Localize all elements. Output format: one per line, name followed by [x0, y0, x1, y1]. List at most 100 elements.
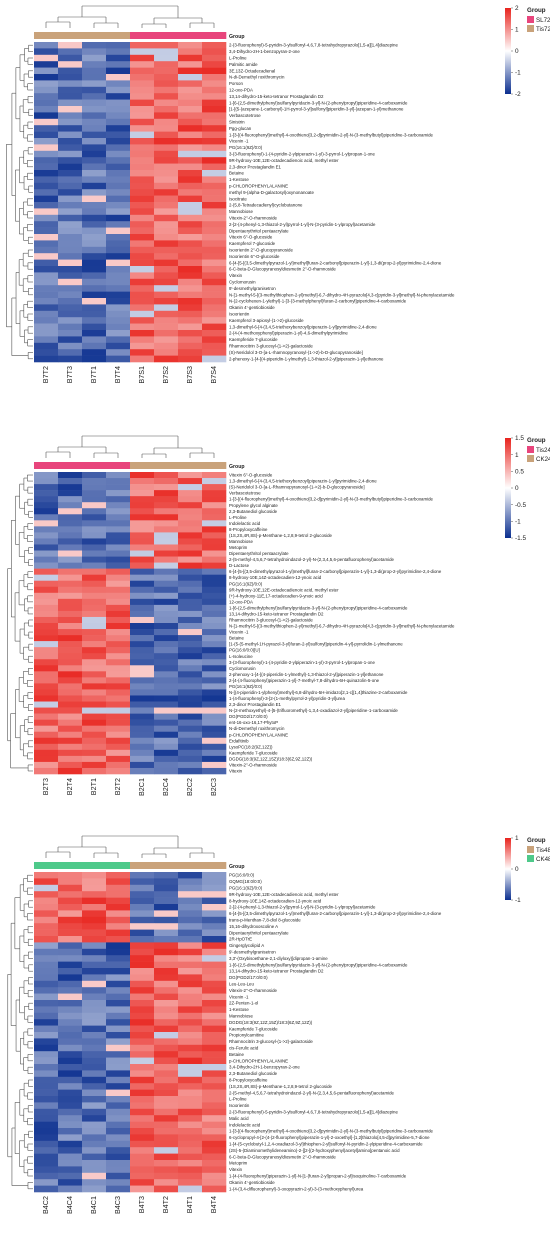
heatmap-cell — [130, 755, 155, 763]
heatmap-cell — [154, 1134, 179, 1142]
heatmap-cell — [82, 118, 107, 126]
heatmap-cell — [154, 106, 179, 113]
heatmap-cell — [130, 508, 155, 515]
heatmap-cell — [82, 144, 107, 152]
heatmap-cell — [202, 1025, 227, 1033]
heatmap-cell — [58, 278, 83, 286]
heatmap-cell — [178, 1070, 203, 1078]
heatmap-cell — [154, 42, 179, 49]
heatmap-cell — [34, 1006, 59, 1014]
heatmap-cell — [154, 520, 179, 527]
heatmap-cell — [202, 61, 227, 68]
heatmap-cell — [106, 538, 131, 545]
heatmap-cell — [106, 182, 131, 190]
row-label: N-[1-methyl-5-[(3-methylthiophen-2-yl)me… — [229, 624, 455, 629]
heatmap-cell — [82, 604, 107, 612]
heatmap-cell — [130, 616, 155, 624]
heatmap-cell — [130, 227, 155, 235]
heatmap-cell — [154, 336, 179, 344]
heatmap-cell — [154, 713, 179, 720]
heatmap-cell — [178, 755, 203, 763]
heatmap-cell — [34, 1108, 59, 1116]
heatmap-cell — [178, 285, 203, 292]
row-label: Okanin 4'-gentiobioside — [229, 1180, 275, 1185]
heatmap-cell — [82, 478, 107, 485]
heatmap-cell — [130, 629, 155, 636]
heatmap-cell — [106, 1185, 131, 1193]
heatmap-cell — [34, 336, 59, 344]
heatmap-cell — [34, 695, 59, 702]
heatmap-cell — [154, 176, 179, 184]
heatmap-cell — [202, 592, 227, 600]
heatmap-cell — [106, 234, 131, 241]
heatmap-cell — [154, 884, 179, 892]
heatmap-cell — [154, 616, 179, 624]
heatmap-cell — [82, 955, 107, 962]
heatmap-cell — [130, 929, 155, 937]
heatmap-cell — [106, 610, 131, 618]
heatmap-cell — [178, 1076, 203, 1084]
heatmap-cell — [34, 683, 59, 690]
heatmap-cell — [178, 761, 203, 769]
row-label: 6-[4-[5-[(3,5-dimethylpyrazol-1-yl)methy… — [229, 260, 442, 265]
heatmap-cell — [178, 616, 203, 624]
heatmap-cell — [58, 1179, 83, 1186]
heatmap-cell — [82, 647, 107, 654]
heatmap-cell — [130, 731, 155, 739]
heatmap-cell — [82, 987, 107, 994]
heatmap-cell — [130, 872, 155, 879]
row-label: Malic acid — [229, 1116, 249, 1121]
heatmap-cell — [106, 170, 131, 177]
heatmap-cell — [130, 761, 155, 769]
row-label: Dipentaerythritol pentaacrylate — [229, 551, 289, 556]
row-label: 8-hydroxy-10E,14Z-octadecadien-12-ynoic … — [229, 898, 322, 903]
heatmap-cell — [106, 1044, 131, 1052]
heatmap-cell — [82, 1185, 107, 1193]
heatmap-cell — [130, 317, 155, 324]
heatmap-cell — [130, 987, 155, 994]
heatmap-cell — [106, 246, 131, 254]
heatmap-cell — [34, 629, 59, 636]
row-label: 8-hydroxy-10E,14Z-octadecadien-12-ynoic … — [229, 575, 322, 580]
row-label: N-(2-methoxyethyl)-4-[5-(trifluoromethyl… — [229, 708, 398, 713]
heatmap-cell — [106, 897, 131, 905]
heatmap-cell — [82, 208, 107, 216]
heatmap-cell — [58, 323, 83, 331]
heatmap-cell — [178, 1051, 203, 1058]
group-annotation-cell — [178, 862, 203, 869]
heatmap-cell — [106, 974, 131, 982]
heatmap-cell — [154, 208, 179, 216]
heatmap-cell — [178, 538, 203, 545]
heatmap-cell — [178, 968, 203, 975]
heatmap-cell — [106, 641, 131, 648]
heatmap-cell — [106, 689, 131, 696]
heatmap-cell — [130, 54, 155, 62]
heatmap-cell — [130, 240, 155, 248]
group-legend-title: Group — [527, 437, 546, 444]
heatmap-cell — [130, 677, 155, 684]
heatmap-cell — [58, 761, 83, 769]
heatmap-cell — [82, 1025, 107, 1033]
heatmap-cell — [106, 872, 131, 879]
heatmap-cell — [34, 1019, 59, 1026]
heatmap-cell — [202, 163, 227, 171]
heatmap-cell — [154, 182, 179, 190]
heatmap-cell — [154, 1064, 179, 1071]
heatmap-cell — [130, 502, 155, 509]
heatmap-cell — [130, 538, 155, 545]
heatmap-cell — [82, 719, 107, 726]
heatmap-cell — [130, 544, 155, 551]
heatmap-cell — [34, 761, 59, 769]
heatmap-cell — [82, 490, 107, 497]
heatmap-cell — [106, 150, 131, 158]
heatmap-cell — [202, 42, 227, 49]
heatmap-cell — [34, 144, 59, 152]
row-label: 2,3-dinor Prostaglandin E1 — [229, 702, 282, 707]
heatmap-cell — [154, 1185, 179, 1193]
heatmap-cell — [130, 1185, 155, 1193]
heatmap-cell — [106, 1012, 131, 1020]
heatmap-cell — [154, 86, 179, 94]
heatmap-cell — [106, 749, 131, 757]
heatmap-cell — [130, 737, 155, 745]
heatmap-cell — [34, 496, 59, 503]
